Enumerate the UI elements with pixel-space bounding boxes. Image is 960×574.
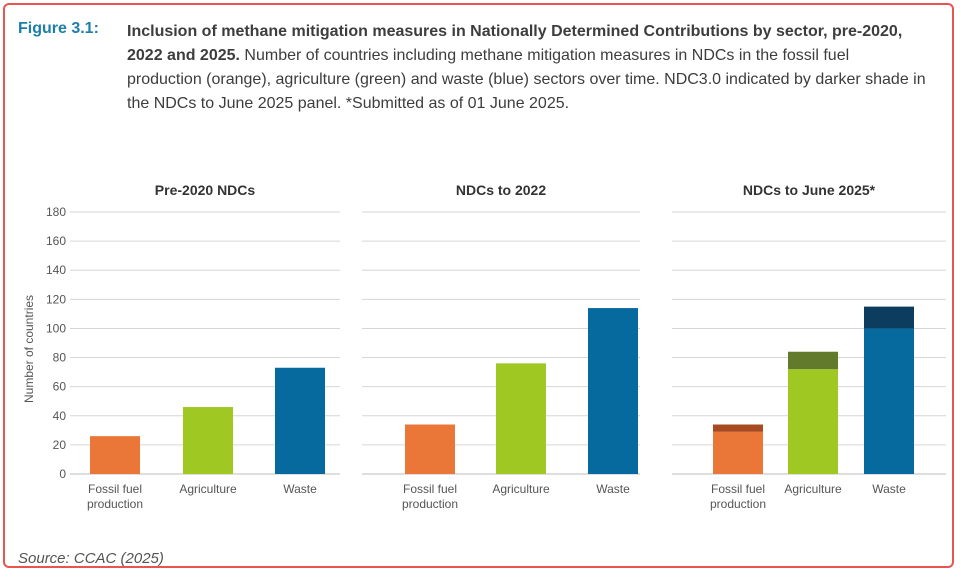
bar-2-0-1 [713, 424, 763, 432]
y-tick-label: 20 [53, 438, 67, 452]
bar-1-1-0 [496, 363, 546, 474]
panel-title: NDCs to June 2025* [743, 182, 876, 198]
x-category-label: Agriculture [784, 482, 842, 496]
bar-2-0-0 [713, 431, 763, 474]
bar-2-1-1 [788, 351, 838, 370]
figure-label: Figure 3.1: [18, 20, 99, 37]
bar-2-2-0 [864, 328, 914, 474]
y-tick-label: 120 [46, 292, 66, 306]
panel-title: Pre-2020 NDCs [155, 182, 256, 198]
caption-title: Inclusion of methane mitigation measures… [127, 23, 903, 64]
bar-2-1-0 [788, 369, 838, 474]
x-category-label: Fossil fuel [88, 482, 142, 496]
bar-0-2-0 [275, 367, 325, 474]
x-category-label: production [710, 497, 766, 511]
x-category-label: Agriculture [492, 482, 550, 496]
y-tick-label: 140 [46, 263, 66, 277]
x-category-label: Waste [283, 482, 317, 496]
bar-1-2-0 [588, 308, 638, 474]
y-axis-title: Number of countries [22, 295, 36, 403]
y-tick-label: 180 [46, 205, 66, 219]
y-tick-label: 160 [46, 234, 66, 248]
figure-frame: Figure 3.1: Inclusion of methane mitigat… [3, 3, 954, 568]
y-tick-label: 60 [53, 380, 67, 394]
x-category-label: production [402, 497, 458, 511]
y-tick-label: 0 [59, 467, 66, 481]
figure-caption: Inclusion of methane mitigation measures… [127, 20, 927, 116]
x-category-label: Agriculture [179, 482, 237, 496]
caption-text: Number of countries including methane mi… [127, 47, 926, 112]
y-tick-label: 40 [53, 409, 67, 423]
source-note: Source: CCAC (2025) [18, 550, 164, 567]
bar-1-0-0 [405, 424, 455, 474]
y-tick-label: 80 [53, 351, 67, 365]
x-category-label: production [87, 497, 143, 511]
x-category-label: Fossil fuel [403, 482, 457, 496]
x-category-label: Waste [872, 482, 906, 496]
bar-0-1-0 [183, 407, 233, 474]
bar-0-0-0 [90, 436, 140, 474]
bar-2-2-1 [864, 306, 914, 329]
x-category-label: Waste [596, 482, 630, 496]
x-category-label: Fossil fuel [711, 482, 765, 496]
y-tick-label: 100 [46, 321, 66, 335]
panel-title: NDCs to 2022 [456, 182, 546, 198]
